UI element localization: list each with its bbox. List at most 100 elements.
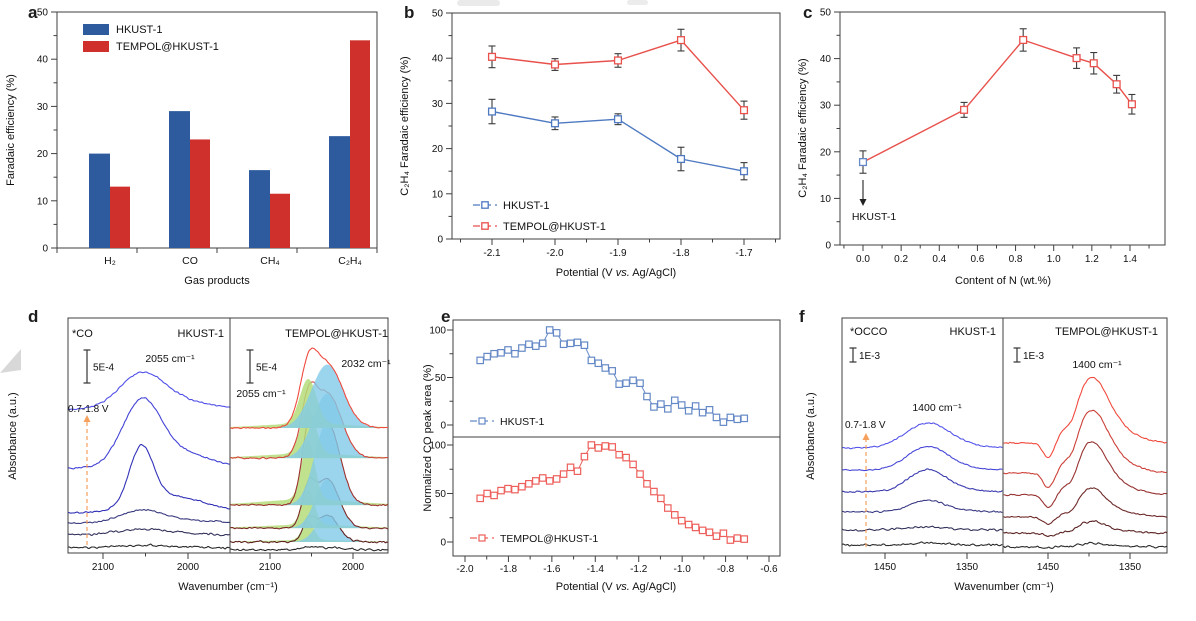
svg-text:HKUST-1: HKUST-1 — [852, 211, 897, 223]
svg-text:50: 50 — [435, 373, 447, 384]
svg-text:50: 50 — [820, 8, 832, 19]
svg-text:Absorbance (a.u.): Absorbance (a.u.) — [805, 392, 817, 479]
svg-text:C₂H₄ Faradaic efficiency (%): C₂H₄ Faradaic efficiency (%) — [399, 56, 411, 195]
svg-text:Absorbance (a.u.): Absorbance (a.u.) — [7, 392, 19, 479]
svg-text:2032 cm⁻¹: 2032 cm⁻¹ — [341, 358, 391, 370]
svg-text:C₂H₄: C₂H₄ — [338, 255, 362, 267]
svg-text:1400 cm⁻¹: 1400 cm⁻¹ — [912, 402, 962, 414]
svg-text:HKUST-1: HKUST-1 — [116, 24, 162, 36]
svg-text:Normalized CO peak area (%): Normalized CO peak area (%) — [422, 364, 434, 511]
panel-e-chart: 0 50 100 0 50 100 -2.0 -1.8 -1.6 -1.4 -1.2 -1.0 -0.8… — [422, 319, 781, 593]
svg-text:C₂H₄ Faradaic efficiency (%): C₂H₄ Faradaic efficiency (%) — [797, 58, 809, 197]
svg-text:50: 50 — [37, 8, 49, 19]
svg-text:Faradaic efficiency (%): Faradaic efficiency (%) — [5, 74, 17, 186]
svg-text:TEMPOL@HKUST-1: TEMPOL@HKUST-1 — [285, 328, 388, 340]
svg-text:-1.8: -1.8 — [672, 248, 690, 259]
top-edge-artifact-right — [627, 0, 648, 5]
svg-text:10: 10 — [432, 189, 444, 200]
panel-a-chart: 0 10 20 30 40 50 H₂ CO CH₄ C₂H₄ HKUST-1 TEMPOL@HKUS… — [5, 8, 378, 287]
svg-text:100: 100 — [429, 326, 446, 337]
svg-text:0: 0 — [440, 421, 446, 432]
svg-text:2100: 2100 — [92, 562, 115, 573]
svg-text:0: 0 — [825, 241, 831, 252]
svg-text:2055 cm⁻¹: 2055 cm⁻¹ — [145, 353, 195, 365]
svg-text:20: 20 — [820, 147, 832, 158]
svg-text:0.7-1.8 V: 0.7-1.8 V — [845, 420, 886, 431]
svg-text:-1.8: -1.8 — [500, 564, 518, 575]
svg-text:40: 40 — [820, 54, 832, 65]
svg-text:-0.8: -0.8 — [717, 564, 735, 575]
svg-text:H₂: H₂ — [104, 255, 116, 267]
svg-text:2000: 2000 — [177, 562, 200, 573]
svg-text:2100: 2100 — [259, 562, 282, 573]
svg-text:HKUST-1: HKUST-1 — [500, 416, 545, 428]
svg-text:-1.9: -1.9 — [609, 248, 627, 259]
svg-text:0: 0 — [440, 538, 446, 549]
svg-text:HKUST-1: HKUST-1 — [178, 328, 224, 340]
svg-text:1350: 1350 — [956, 562, 979, 573]
svg-text:-2.0: -2.0 — [546, 248, 564, 259]
svg-text:CO: CO — [182, 255, 198, 267]
svg-text:0: 0 — [42, 244, 48, 255]
panel-b-letter: b — [404, 3, 415, 22]
svg-text:1450: 1450 — [1037, 562, 1060, 573]
svg-text:40: 40 — [37, 55, 49, 66]
svg-text:10: 10 — [820, 194, 832, 205]
svg-text:1.0: 1.0 — [1047, 254, 1061, 265]
svg-text:Gas products: Gas products — [184, 275, 250, 287]
svg-text:1E-3: 1E-3 — [1023, 351, 1045, 362]
svg-text:1E-3: 1E-3 — [859, 351, 881, 362]
svg-text:0.7-1.8 V: 0.7-1.8 V — [68, 404, 109, 415]
svg-text:1400 cm⁻¹: 1400 cm⁻¹ — [1072, 359, 1122, 371]
svg-text:1450: 1450 — [874, 562, 897, 573]
svg-text:TEMPOL@HKUST-1: TEMPOL@HKUST-1 — [500, 533, 598, 545]
svg-text:*OCCO: *OCCO — [850, 326, 888, 338]
svg-text:-2.1: -2.1 — [483, 248, 501, 259]
svg-text:30: 30 — [432, 99, 444, 110]
svg-text:1.4: 1.4 — [1123, 254, 1137, 265]
svg-text:0.8: 0.8 — [1009, 254, 1023, 265]
svg-text:100: 100 — [429, 441, 446, 452]
panel-a-letter: a — [28, 3, 38, 22]
panel-d-chart: 2100 2000 2100 2000 *CO HKUST-1 2055 cm⁻¹ 5E-4 0… — [7, 317, 391, 593]
svg-text:-0.6: -0.6 — [760, 564, 778, 575]
svg-text:5E-4: 5E-4 — [93, 363, 115, 374]
svg-text:Wavenumber (cm⁻¹): Wavenumber (cm⁻¹) — [954, 581, 1054, 593]
panel-e-letter: e — [441, 307, 451, 326]
svg-text:TEMPOL@HKUST-1: TEMPOL@HKUST-1 — [503, 221, 606, 233]
svg-text:5E-4: 5E-4 — [256, 363, 278, 374]
svg-text:CH₄: CH₄ — [260, 255, 279, 267]
svg-text:40: 40 — [432, 54, 444, 65]
svg-text:Potential (V vs. Ag/AgCl): Potential (V vs. Ag/AgCl) — [556, 581, 676, 593]
svg-text:30: 30 — [37, 102, 49, 113]
svg-text:-1.7: -1.7 — [735, 248, 753, 259]
svg-text:Content of N (wt.%): Content of N (wt.%) — [955, 275, 1051, 287]
svg-text:30: 30 — [820, 101, 832, 112]
panel-f-letter: f — [799, 307, 805, 326]
svg-text:TEMPOL@HKUST-1: TEMPOL@HKUST-1 — [116, 41, 219, 53]
svg-text:50: 50 — [435, 489, 447, 500]
svg-text:10: 10 — [37, 196, 49, 207]
svg-text:20: 20 — [432, 144, 444, 155]
svg-text:*CO: *CO — [72, 328, 93, 340]
svg-text:2000: 2000 — [342, 562, 365, 573]
svg-text:50: 50 — [432, 9, 444, 20]
svg-text:20: 20 — [37, 149, 49, 160]
panel-c-letter: c — [803, 3, 813, 22]
svg-text:-1.0: -1.0 — [674, 564, 692, 575]
panel-d-letter: d — [28, 307, 39, 326]
panel-c-chart: 0 10 20 30 40 50 0.0 0.2 0.4 0.6 0.8 1.0 1.2 1.4 HKUST… — [797, 8, 1166, 287]
svg-text:0.2: 0.2 — [894, 254, 908, 265]
svg-text:0.4: 0.4 — [932, 254, 946, 265]
svg-text:0.0: 0.0 — [856, 254, 870, 265]
svg-text:-2.0: -2.0 — [456, 564, 474, 575]
svg-text:Potential (V vs. Ag/AgCl): Potential (V vs. Ag/AgCl) — [556, 267, 676, 279]
svg-text:TEMPOL@HKUST-1: TEMPOL@HKUST-1 — [1055, 326, 1158, 338]
svg-text:1350: 1350 — [1119, 562, 1142, 573]
svg-text:Wavenumber (cm⁻¹): Wavenumber (cm⁻¹) — [178, 581, 278, 593]
top-edge-artifact-left — [457, 0, 500, 6]
svg-text:HKUST-1: HKUST-1 — [503, 200, 549, 212]
svg-text:0: 0 — [437, 235, 443, 246]
